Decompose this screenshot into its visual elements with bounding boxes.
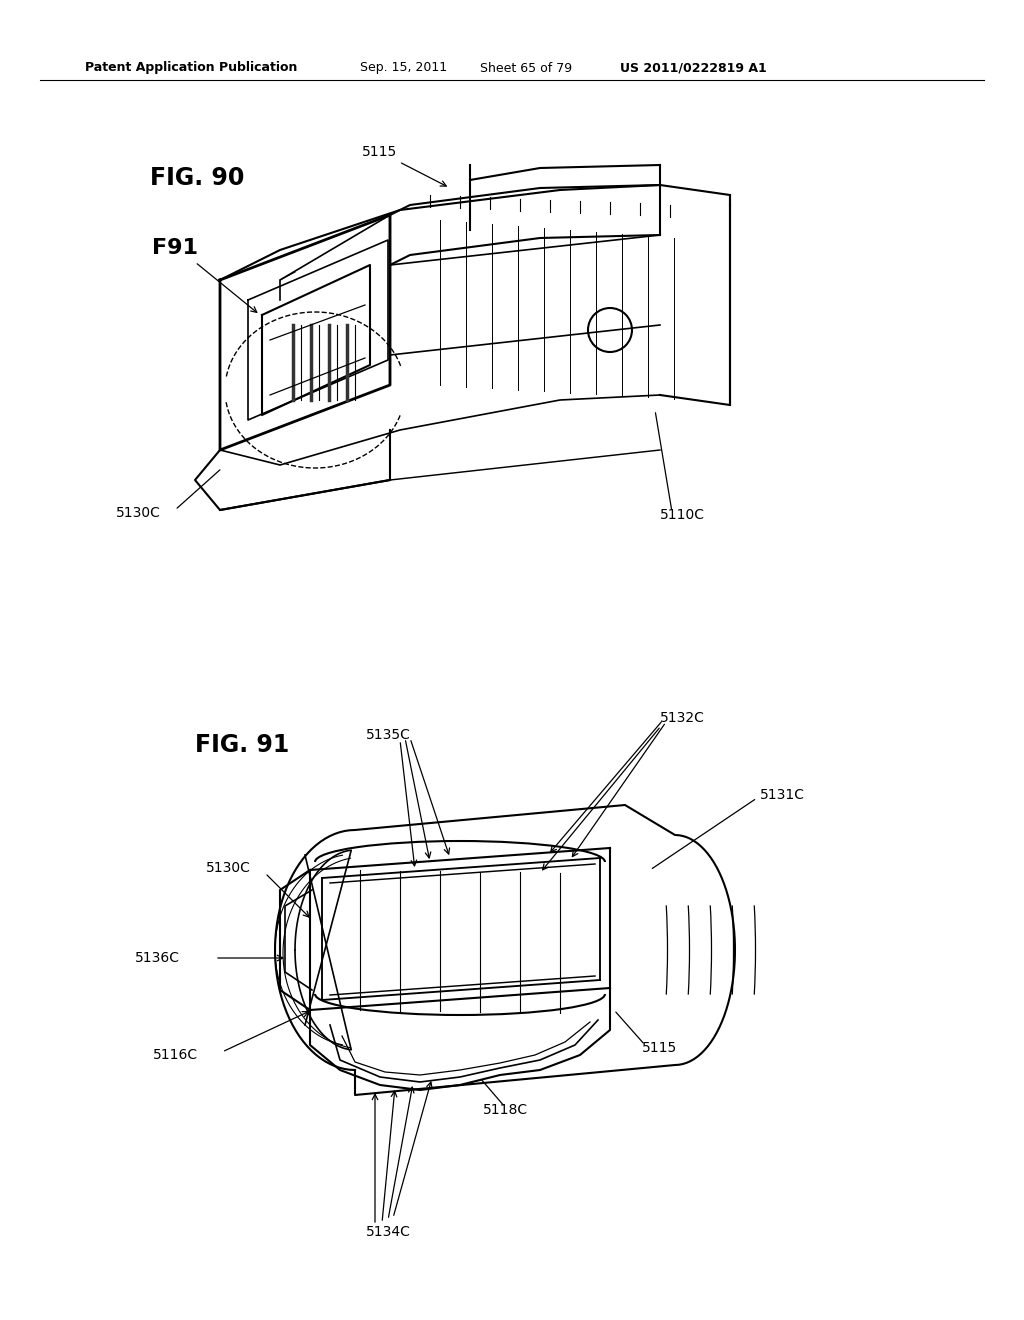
Text: FIG. 90: FIG. 90 xyxy=(150,166,245,190)
Text: 5115: 5115 xyxy=(642,1041,677,1055)
Text: 5130C: 5130C xyxy=(206,861,251,875)
Text: 5116C: 5116C xyxy=(153,1048,198,1063)
Text: 5130C: 5130C xyxy=(116,506,161,520)
Text: US 2011/0222819 A1: US 2011/0222819 A1 xyxy=(620,62,767,74)
Text: 5134C: 5134C xyxy=(366,1225,411,1239)
Text: 5110C: 5110C xyxy=(660,508,705,521)
Text: 5136C: 5136C xyxy=(135,950,180,965)
Text: 5131C: 5131C xyxy=(760,788,805,803)
Text: F91: F91 xyxy=(152,238,198,257)
Text: Sheet 65 of 79: Sheet 65 of 79 xyxy=(480,62,572,74)
Text: Patent Application Publication: Patent Application Publication xyxy=(85,62,297,74)
Text: FIG. 91: FIG. 91 xyxy=(195,733,289,756)
Text: 5132C: 5132C xyxy=(660,711,705,725)
Text: Sep. 15, 2011: Sep. 15, 2011 xyxy=(360,62,447,74)
Text: 5135C: 5135C xyxy=(366,729,411,742)
Text: 5118C: 5118C xyxy=(482,1104,527,1117)
Text: 5115: 5115 xyxy=(362,145,446,186)
